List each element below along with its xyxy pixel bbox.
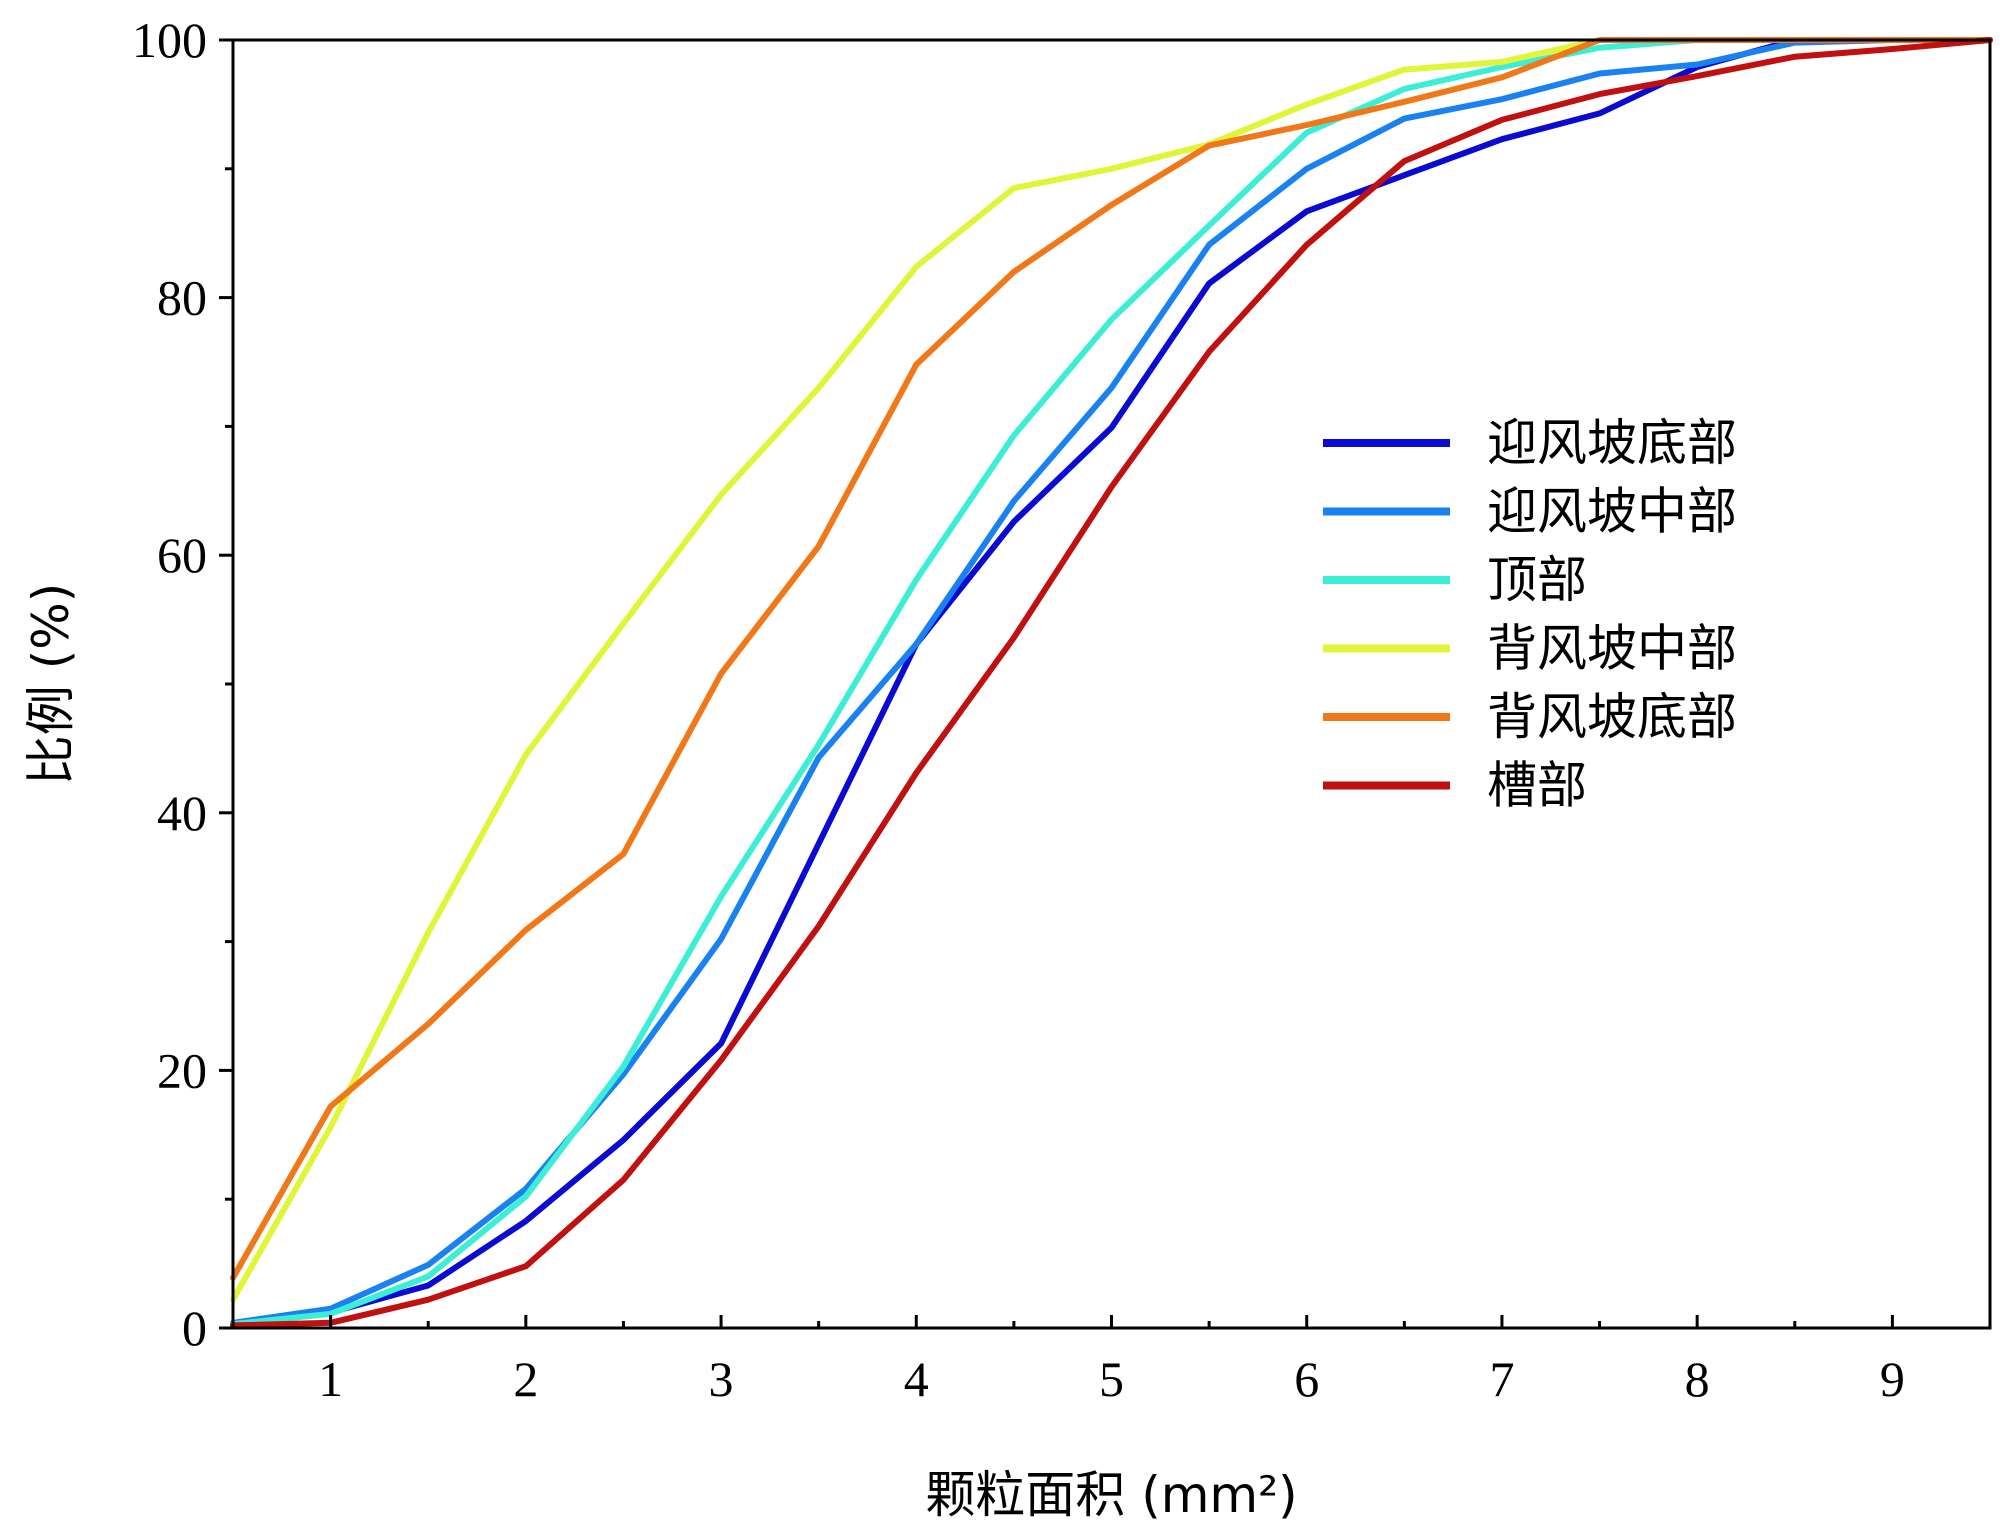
series-layer [230, 37, 1993, 1329]
legend-label-4: 背风坡中部 [1487, 620, 1737, 678]
x-tick-label: 9 [1880, 1351, 1905, 1407]
y-tick-label: 100 [132, 12, 207, 68]
legend-label-6: 槽部 [1487, 757, 1587, 815]
y-tick-label: 20 [157, 1042, 207, 1098]
series-line-3 [230, 37, 1993, 1328]
x-tick-label: 7 [1489, 1351, 1514, 1407]
x-tick-label: 4 [904, 1351, 929, 1407]
series-line-2 [230, 37, 1993, 1326]
legend-label-3: 顶部 [1487, 551, 1587, 609]
y-tick-label: 80 [157, 270, 207, 326]
y-tick-label: 60 [157, 527, 207, 583]
legend-label-5: 背风坡底部 [1487, 688, 1737, 746]
plot-frame [231, 38, 1992, 1330]
y-axis-title: 比例 (%) [22, 583, 80, 785]
legend-label-1: 迎风坡底部 [1487, 414, 1737, 472]
x-axis-title: 颗粒面积 (mm²) [925, 1466, 1297, 1524]
x-tick-label: 1 [318, 1351, 343, 1407]
x-tick-label: 3 [709, 1351, 734, 1407]
legend-label-2: 迎风坡中部 [1487, 483, 1737, 541]
axis-layer: 1 2 3 4 5 6 7 8 9 0 20 40 60 80 100 [132, 12, 1905, 1407]
y-tick-label: 40 [157, 785, 207, 841]
series-line-6 [230, 37, 1993, 1329]
x-tick-label: 6 [1294, 1351, 1319, 1407]
x-tick-label: 8 [1685, 1351, 1710, 1407]
x-tick-label: 2 [513, 1351, 538, 1407]
x-tick-label: 5 [1099, 1351, 1124, 1407]
y-tick-label: 0 [182, 1300, 207, 1356]
series-line-1 [230, 37, 1993, 1328]
